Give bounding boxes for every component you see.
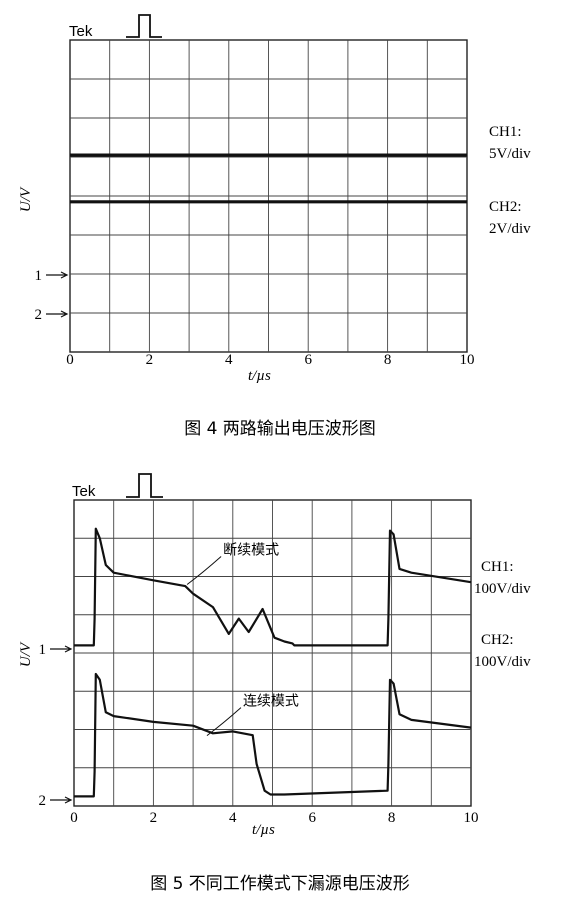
annotation-label: 连续模式 — [243, 693, 299, 710]
oscilloscope-grid — [73, 499, 472, 807]
x-tick-label: 10 — [460, 352, 475, 368]
channel-labels: CH1: 5V/div CH2: 2V/div — [489, 124, 531, 237]
waveform-traces — [70, 153, 467, 204]
ground-marker-label: 2 — [35, 307, 43, 323]
ground-marker-arrow-icon — [50, 796, 73, 804]
x-tick-label: 4 — [225, 352, 233, 368]
ground-markers: 12 — [39, 642, 73, 809]
ground-marker-arrow-icon — [50, 645, 73, 653]
x-tick-label: 4 — [229, 810, 237, 826]
x-tick-label: 8 — [384, 352, 392, 368]
annotation-label: 断续模式 — [223, 542, 279, 559]
x-tick-label: 0 — [66, 352, 74, 368]
ch2-label-line1: CH2: — [481, 632, 514, 648]
y-axis-label: U/V — [18, 641, 34, 667]
figure-5-caption: 图 5 不同工作模式下漏源电压波形 — [150, 874, 410, 894]
x-tick-labels: 0 2 4 6 8 10 — [70, 810, 478, 826]
x-tick-label: 8 — [388, 810, 396, 826]
series-line-ch2 — [74, 672, 472, 798]
annotation-leader — [186, 556, 222, 585]
y-axis-label: U/V — [18, 186, 34, 212]
ch1-label-line1: CH1: — [489, 124, 522, 140]
trigger-pulse-icon — [126, 473, 163, 498]
ch1-label-line2: 5V/div — [489, 146, 531, 162]
oscilloscope-grid — [69, 39, 468, 353]
figure-4-caption: 图 4 两路输出电压波形图 — [184, 419, 376, 439]
x-axis-label: t/µs — [252, 822, 275, 838]
x-tick-label: 6 — [308, 810, 316, 826]
ground-marker-arrow-icon — [46, 271, 69, 279]
ground-marker-label: 1 — [39, 642, 47, 658]
ch2-label-line2: 100V/div — [474, 654, 531, 670]
x-tick-label: 6 — [304, 352, 312, 368]
ch1-label-line2: 100V/div — [474, 581, 531, 597]
ground-marker-arrow-icon — [46, 310, 69, 318]
ground-markers: 12 — [35, 268, 69, 323]
channel-labels: CH1: 100V/div CH2: 100V/div — [474, 559, 531, 670]
ch2-label-line1: CH2: — [489, 199, 522, 215]
chart-figure-4: Tek 12 0 2 4 6 8 10 t/µs U/V CH1: 5V/div CH2:… — [18, 14, 531, 439]
series-line-ch1 — [74, 527, 472, 647]
x-tick-label: 2 — [150, 810, 158, 826]
ch1-label-line1: CH1: — [481, 559, 514, 575]
x-axis-label: t/µs — [248, 368, 271, 384]
x-tick-label: 10 — [464, 810, 479, 826]
tek-label: Tek — [69, 23, 93, 40]
tek-label: Tek — [72, 483, 96, 500]
ground-marker-label: 1 — [35, 268, 43, 284]
x-tick-labels: 0 2 4 6 8 10 — [66, 352, 474, 368]
trigger-pulse-icon — [126, 14, 162, 38]
x-tick-label: 0 — [70, 810, 78, 826]
ch2-label-line2: 2V/div — [489, 221, 531, 237]
annotation-leader — [206, 707, 242, 736]
waveform-traces — [74, 527, 472, 798]
ground-marker-label: 2 — [39, 793, 47, 809]
x-tick-label: 2 — [146, 352, 154, 368]
